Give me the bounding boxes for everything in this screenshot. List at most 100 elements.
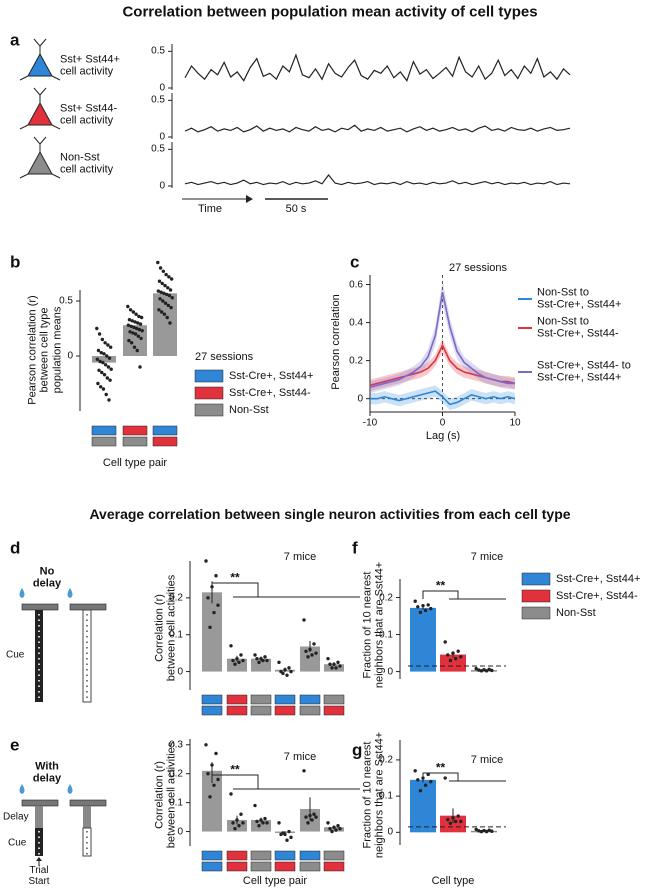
data-point bbox=[137, 335, 140, 338]
y-tick-label: 0 bbox=[159, 131, 165, 142]
data-point bbox=[231, 659, 234, 662]
data-point bbox=[457, 814, 460, 817]
task-diagram-no-delay bbox=[20, 588, 107, 702]
data-point bbox=[330, 830, 333, 833]
legend-label: Sst-Cre+, Sst44- bbox=[556, 590, 638, 602]
data-point bbox=[235, 657, 238, 660]
data-point bbox=[265, 659, 268, 662]
data-point bbox=[421, 604, 424, 607]
y-tick-label: 0.5 bbox=[151, 46, 165, 57]
chart-title: 7 mice bbox=[284, 551, 316, 563]
trace bbox=[185, 55, 570, 81]
data-point bbox=[132, 310, 135, 313]
data-point bbox=[419, 611, 422, 614]
data-point bbox=[162, 270, 165, 273]
x-axis-label: Cell type pair bbox=[243, 875, 307, 887]
data-point bbox=[451, 651, 454, 654]
task-title: With delay bbox=[33, 761, 61, 786]
data-point bbox=[239, 812, 242, 815]
data-point bbox=[231, 821, 234, 824]
significance: ** bbox=[436, 761, 445, 774]
significance: ** bbox=[436, 579, 445, 592]
data-point bbox=[168, 321, 171, 324]
data-point bbox=[109, 346, 112, 349]
pair-icon bbox=[153, 426, 177, 435]
data-point bbox=[101, 361, 104, 364]
panel-label: a bbox=[10, 30, 19, 49]
y-tick-label: 0 bbox=[387, 827, 393, 838]
scale-bar-label: 50 s bbox=[286, 203, 307, 215]
data-point bbox=[330, 666, 333, 669]
data-point bbox=[314, 651, 317, 654]
legend-swatch bbox=[195, 387, 223, 399]
data-point bbox=[334, 666, 337, 669]
legend-label: Sst-Cre+, Sst44- bbox=[229, 387, 311, 399]
data-point bbox=[277, 821, 280, 824]
data-point bbox=[96, 382, 99, 385]
data-point bbox=[285, 839, 288, 842]
legend-swatch bbox=[522, 607, 550, 619]
y-tick-label: 0.6 bbox=[349, 279, 363, 290]
data-point bbox=[265, 821, 268, 824]
pair-icon bbox=[300, 695, 320, 704]
data-point bbox=[158, 280, 161, 283]
data-point bbox=[446, 653, 449, 656]
pair-icon bbox=[227, 695, 247, 704]
data-point bbox=[130, 341, 133, 344]
x-axis-label: Lag (s) bbox=[426, 430, 460, 442]
legend-swatch bbox=[522, 573, 550, 585]
data-point bbox=[96, 358, 99, 361]
task-label: Delay bbox=[3, 811, 29, 822]
data-point bbox=[480, 830, 483, 833]
pair-icon bbox=[300, 851, 320, 860]
data-point bbox=[287, 830, 290, 833]
bar bbox=[410, 780, 436, 833]
data-point bbox=[304, 815, 307, 818]
data-point bbox=[332, 826, 335, 829]
legend-label: Non-Sst to Sst-Cre+, Sst44+ bbox=[537, 287, 621, 312]
y-axis-label: Pearson correlation (r) between cell typ… bbox=[27, 295, 64, 404]
data-point bbox=[261, 659, 264, 662]
data-point bbox=[129, 308, 132, 311]
pair-icon bbox=[324, 706, 344, 715]
data-point bbox=[416, 605, 419, 608]
pair-icon bbox=[251, 695, 271, 704]
data-point bbox=[306, 655, 309, 658]
legend-swatch bbox=[195, 404, 223, 416]
data-point bbox=[263, 655, 266, 658]
neuron-icon bbox=[28, 152, 52, 174]
legend-label: Sst-Cre+, Sst44- to Sst-Cre+, Sst44+ bbox=[537, 360, 631, 385]
x-tick-label: -10 bbox=[363, 417, 377, 428]
pair-icon bbox=[275, 706, 295, 715]
data-point bbox=[108, 357, 111, 360]
data-point bbox=[424, 784, 427, 787]
data-point bbox=[459, 820, 462, 823]
data-point bbox=[97, 369, 100, 372]
data-point bbox=[163, 284, 166, 287]
pair-icon bbox=[300, 862, 320, 871]
y-tick-label: 0 bbox=[159, 180, 165, 191]
data-point bbox=[444, 640, 447, 643]
data-point bbox=[237, 661, 240, 664]
data-point bbox=[257, 824, 260, 827]
panel-label: c bbox=[350, 252, 359, 271]
pair-icon bbox=[123, 437, 147, 446]
data-point bbox=[444, 776, 447, 779]
data-point bbox=[287, 666, 290, 669]
y-tick-label: 0.4 bbox=[349, 317, 363, 328]
data-point bbox=[302, 769, 305, 772]
note: 27 sessions bbox=[195, 351, 253, 363]
data-point bbox=[277, 661, 280, 664]
data-point bbox=[289, 670, 292, 673]
task-label: Cue bbox=[8, 837, 26, 848]
data-point bbox=[326, 657, 329, 660]
data-point bbox=[429, 780, 432, 783]
neuron-icon bbox=[28, 103, 52, 125]
trace bbox=[185, 125, 570, 132]
data-point bbox=[424, 609, 427, 612]
pair-icon bbox=[202, 862, 222, 871]
data-point bbox=[451, 816, 454, 819]
pair-icon bbox=[153, 437, 177, 446]
pair-icon bbox=[251, 862, 271, 871]
